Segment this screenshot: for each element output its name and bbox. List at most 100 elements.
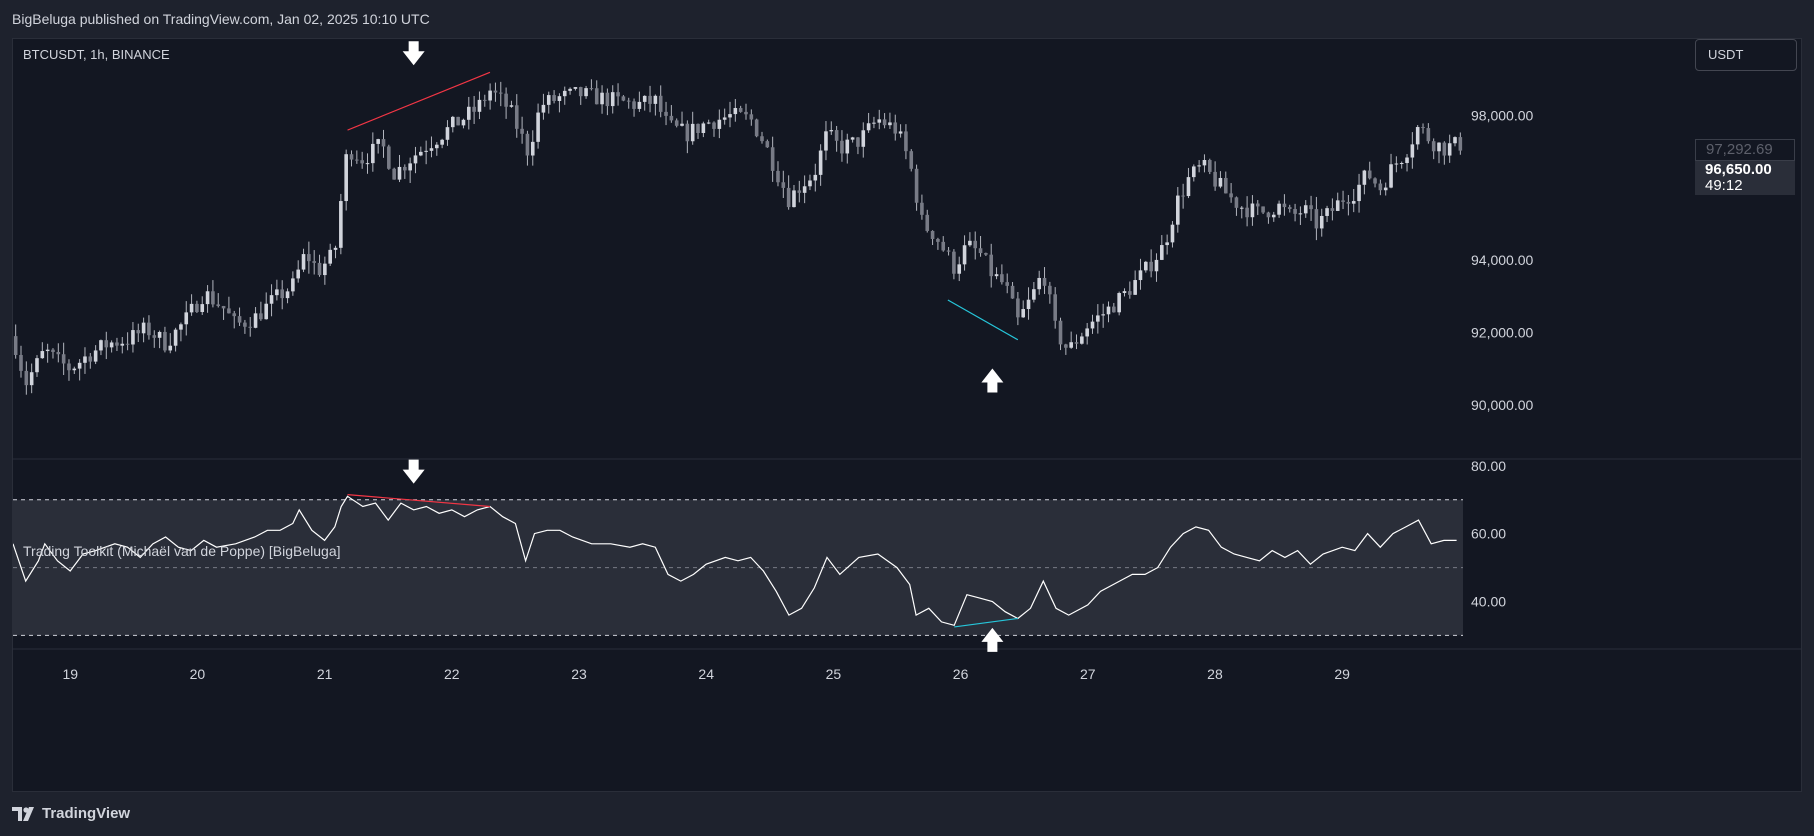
candle-body <box>568 88 572 91</box>
candle-body <box>243 322 247 327</box>
time-axis-label: 29 <box>1334 666 1350 682</box>
candle-body <box>813 174 818 181</box>
candle-body <box>93 350 98 362</box>
chart-frame[interactable]: 90,000.00 92,000.00 94,000.00 98,000.00 40.0… <box>12 38 1802 792</box>
candle-body <box>328 249 332 264</box>
candle-body <box>546 95 551 105</box>
candle-body <box>77 362 82 369</box>
candle-body <box>504 93 508 107</box>
candle-body <box>1298 213 1303 215</box>
tradingview-brand[interactable]: TradingView <box>42 805 131 822</box>
candle-body <box>376 139 380 144</box>
bearish-divergence-line <box>347 494 491 508</box>
candle-body <box>296 269 301 279</box>
candle-body <box>1341 200 1345 202</box>
candle-body <box>291 278 295 292</box>
candle-body <box>173 329 178 346</box>
candle-body <box>669 115 674 121</box>
candle-body <box>1309 205 1313 210</box>
chart-canvas[interactable]: 90,000.00 92,000.00 94,000.00 98,000.00 40.0… <box>13 39 1802 792</box>
candle-body <box>115 342 119 346</box>
candle-body <box>19 355 23 371</box>
candle-body <box>1458 137 1463 151</box>
candle-body <box>1346 201 1351 204</box>
candle-body <box>1277 203 1281 215</box>
candle-body <box>1325 208 1329 216</box>
candle-body <box>189 303 194 313</box>
candle-body <box>578 87 583 97</box>
candle-body <box>589 88 594 90</box>
candle-body <box>520 128 524 134</box>
candle-body <box>509 105 514 107</box>
candle-body <box>898 131 903 134</box>
candle-body <box>1378 183 1383 191</box>
candle-body <box>365 163 370 165</box>
candle-body <box>88 356 93 362</box>
candle-body <box>445 127 450 140</box>
candle-body <box>307 254 311 262</box>
candle-body <box>722 117 727 120</box>
candle-body <box>285 291 290 299</box>
currency-button[interactable]: USDT <box>1695 39 1797 71</box>
price-axis-label: 90,000.00 <box>1471 397 1533 413</box>
candle-body <box>72 368 77 371</box>
candle-body <box>1303 205 1308 214</box>
candle-body <box>952 251 956 274</box>
candle-body <box>1117 293 1121 313</box>
candle-body <box>1287 207 1292 209</box>
candle-body <box>1197 165 1201 167</box>
bearish-divergence-line <box>347 71 491 131</box>
candle-body <box>13 336 18 356</box>
candle-body <box>1367 170 1372 179</box>
time-axis-label: 22 <box>444 666 460 682</box>
time-axis-label: 23 <box>571 666 587 682</box>
candle-body <box>1447 143 1452 156</box>
candle-body <box>227 308 231 314</box>
price-axis-label: 92,000.00 <box>1471 325 1533 341</box>
candle-body <box>1431 141 1436 152</box>
candle-body <box>1362 170 1367 185</box>
time-axis-label: 21 <box>317 666 333 682</box>
candle-body <box>1026 299 1031 310</box>
arrow-up-icon <box>981 627 1004 652</box>
indicator-title[interactable]: Trading Toolkit (Michaël van de Poppe) [… <box>23 543 341 559</box>
candle-body <box>259 313 263 320</box>
time-axis-label: 25 <box>826 666 842 682</box>
candle-body <box>824 131 828 151</box>
candle-body <box>1048 285 1052 295</box>
time-axis-label: 27 <box>1080 666 1096 682</box>
candle-body <box>685 123 690 142</box>
candle-body <box>648 95 652 104</box>
candle-body <box>1154 259 1159 272</box>
candle-body <box>1085 328 1089 337</box>
candle-body <box>424 150 428 152</box>
candle-body <box>888 122 892 126</box>
candle-body <box>184 312 189 325</box>
candle-body <box>413 155 418 164</box>
candle-body <box>1373 178 1377 184</box>
candle-body <box>1074 342 1079 344</box>
arrow-down-icon <box>402 41 425 66</box>
oscillator-line <box>13 495 1457 627</box>
candle-body <box>141 322 146 334</box>
candle-body <box>1223 177 1228 194</box>
candle-body <box>1426 128 1431 142</box>
candle-body <box>131 330 135 345</box>
candle-body <box>776 170 780 183</box>
candle-body <box>211 291 215 305</box>
candle-body <box>1090 321 1095 329</box>
candle-body <box>482 99 487 101</box>
candle-body <box>157 331 162 338</box>
candle-body <box>1405 157 1409 164</box>
candle-body <box>1112 306 1116 313</box>
candle-body <box>1144 261 1148 271</box>
candle-body <box>56 351 61 355</box>
candle-body <box>67 363 71 371</box>
candle-body <box>962 245 967 265</box>
candle-body <box>387 146 391 169</box>
publish-info: BigBeluga published on TradingView.com, … <box>12 11 430 27</box>
candle-body <box>664 111 668 116</box>
candle-body <box>1160 245 1164 260</box>
tradingview-logo-icon[interactable] <box>12 806 38 822</box>
candle-body <box>1058 320 1063 345</box>
